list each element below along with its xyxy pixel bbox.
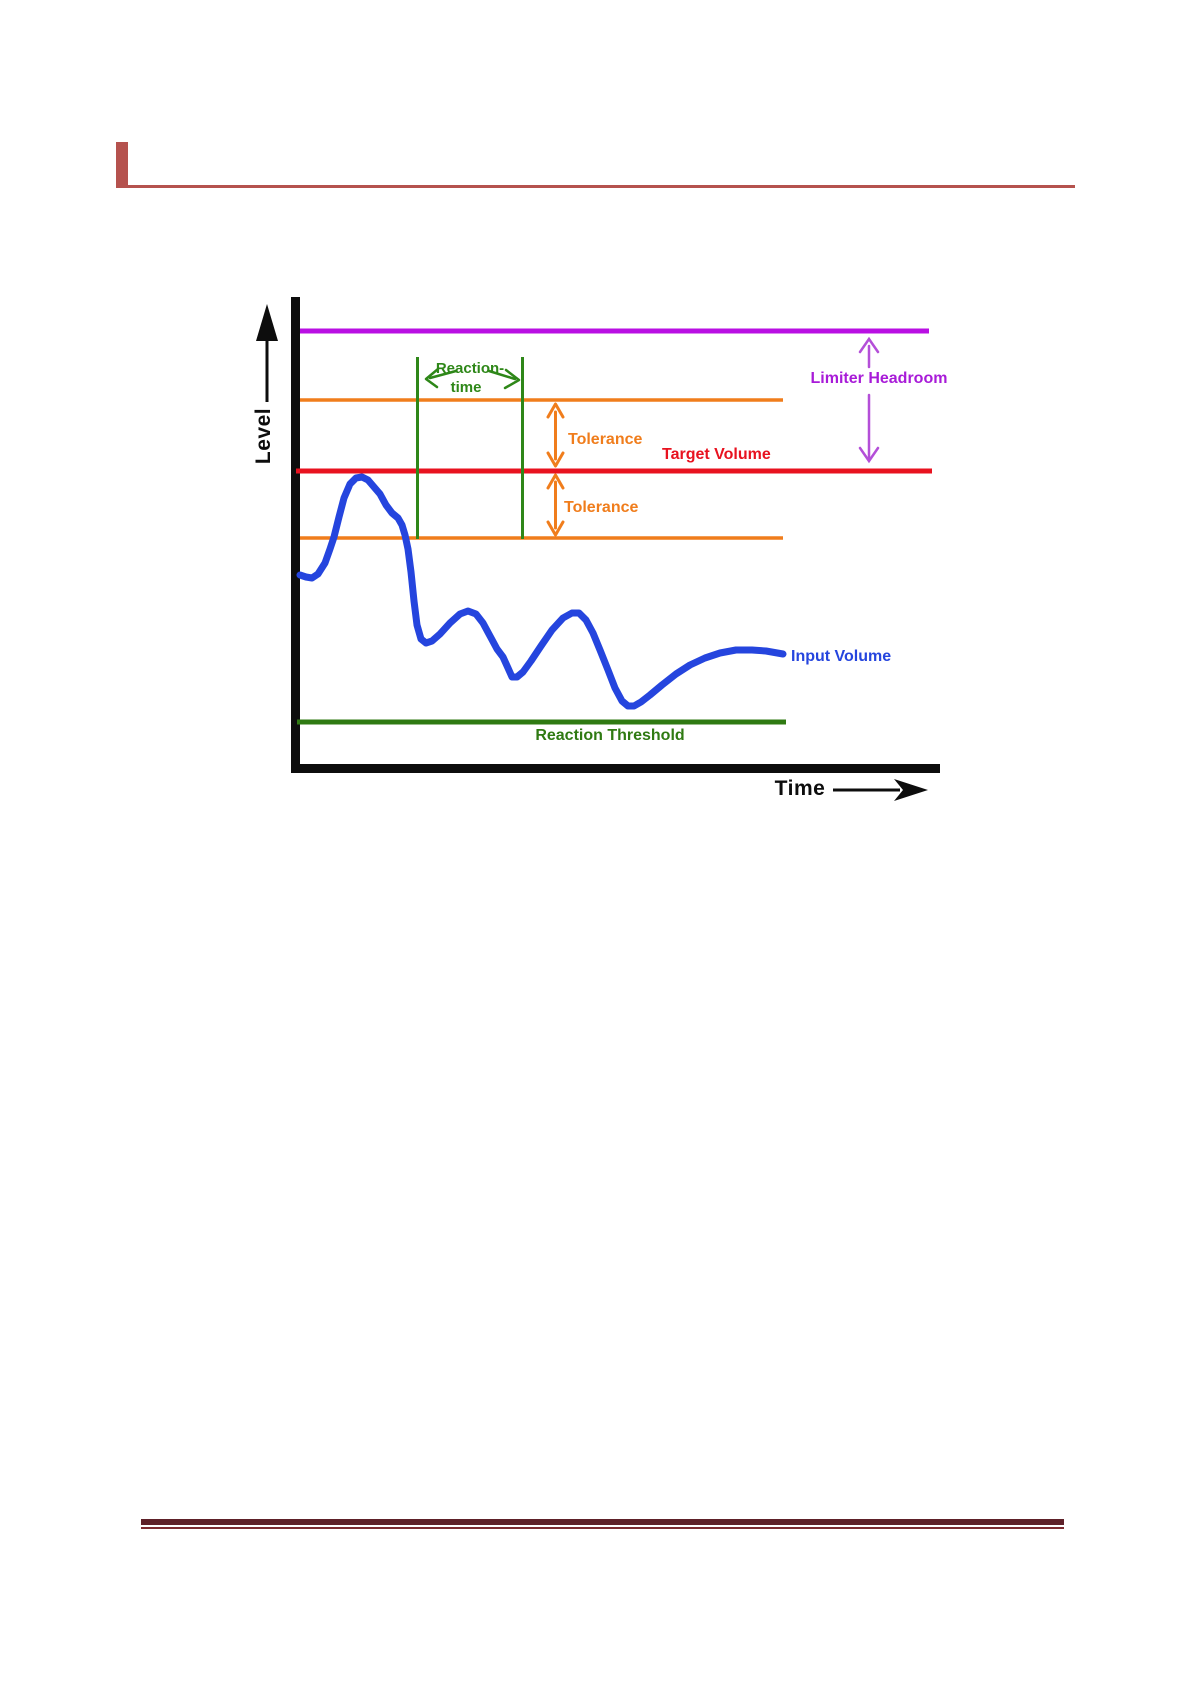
tolerance-upper-arrow bbox=[546, 402, 565, 468]
reaction-threshold-label: Reaction Threshold bbox=[535, 727, 685, 744]
footer-rule-thick bbox=[141, 1519, 1064, 1525]
time-axis-arrow bbox=[833, 779, 928, 801]
y-axis bbox=[291, 297, 300, 773]
reaction-time-label-line2: time bbox=[450, 379, 482, 396]
level-axis-label: Level bbox=[252, 407, 275, 465]
level-axis-arrow bbox=[256, 304, 278, 402]
reaction-time-left-arrow bbox=[424, 367, 458, 389]
reaction-time-label-line1: Reaction- bbox=[435, 360, 505, 377]
header-accent-bar bbox=[116, 142, 128, 188]
input-volume-curve bbox=[296, 473, 787, 710]
limiter-headroom-label: Limiter Headroom bbox=[810, 370, 948, 387]
limiter-headroom-down-arrow bbox=[858, 393, 880, 464]
target-volume-label: Target Volume bbox=[662, 446, 771, 463]
tolerance-lower-arrow bbox=[546, 473, 565, 537]
time-axis-label: Time bbox=[774, 777, 826, 800]
tolerance-lower-label: Tolerance bbox=[564, 499, 639, 516]
input-volume-label: Input Volume bbox=[791, 648, 892, 665]
tolerance-upper-label: Tolerance bbox=[568, 431, 643, 448]
footer-rule-thin bbox=[141, 1527, 1064, 1529]
reaction-time-right-arrow bbox=[487, 368, 521, 390]
header-rule bbox=[116, 185, 1075, 188]
limiter-headroom-up-arrow bbox=[858, 336, 880, 369]
x-axis bbox=[291, 764, 940, 773]
